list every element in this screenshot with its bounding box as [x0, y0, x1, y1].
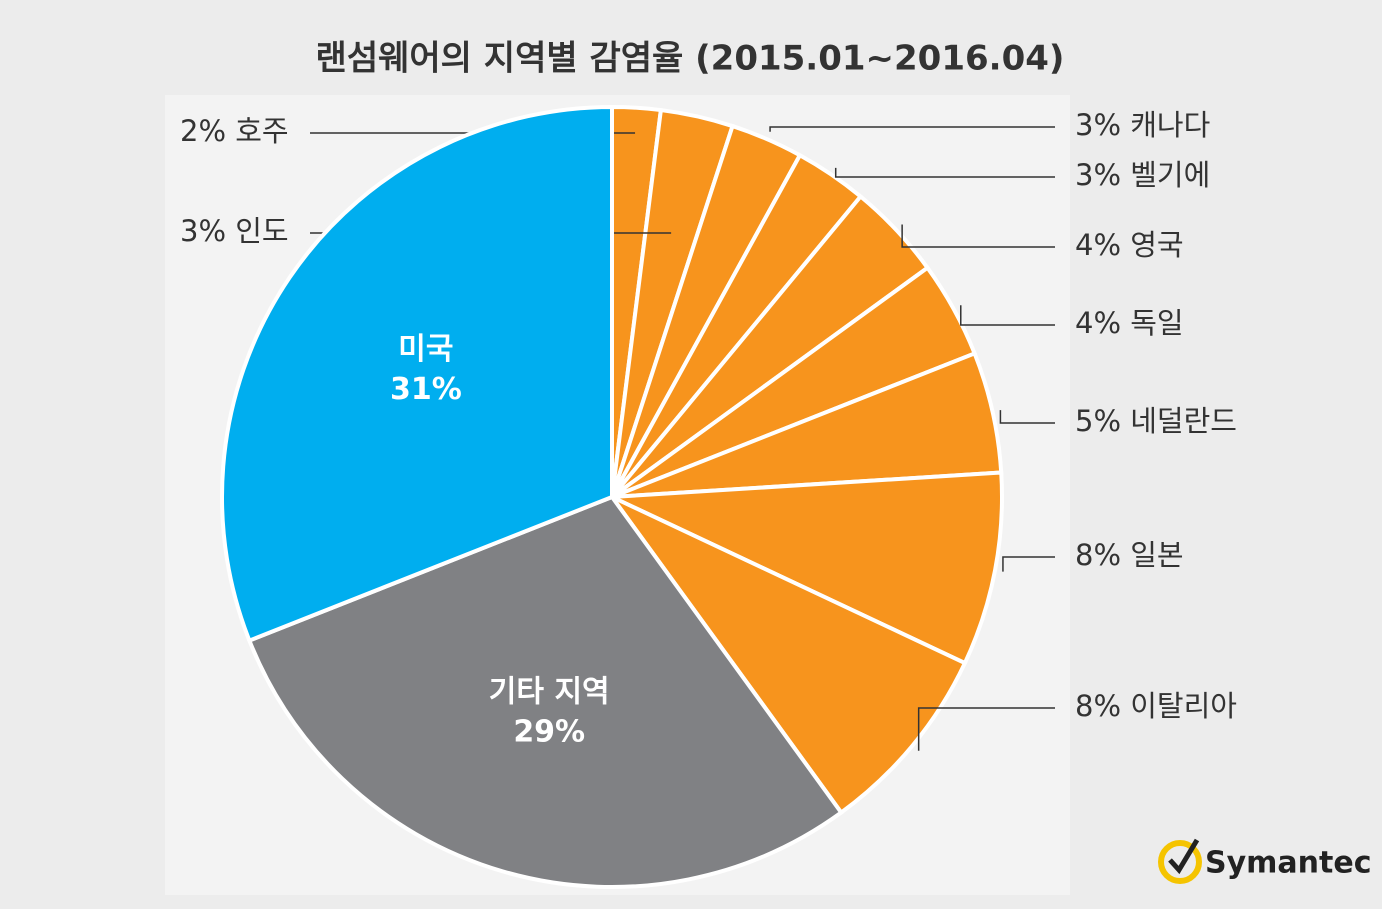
leader-line: [1002, 556, 1055, 572]
pie-slice: [610, 495, 968, 816]
slice-value: 2%: [180, 114, 226, 148]
slice-name: 인도: [235, 214, 288, 248]
logo-check: [1168, 838, 1200, 875]
slice-value: 3%: [180, 214, 226, 248]
leader-line: [901, 224, 1055, 248]
slice-label: 8% 이탈리아: [1075, 689, 1237, 723]
slice-name: 미국: [398, 332, 453, 367]
logo-ring: [1158, 840, 1202, 884]
leader-line: [960, 305, 1055, 326]
slice-value: 3%: [1075, 158, 1121, 192]
slice-label: 8% 일본: [1075, 538, 1184, 572]
slice-value: 8%: [1075, 689, 1121, 723]
slice-label: 3% 인도: [180, 214, 289, 248]
slice-name: 네덜란드: [1130, 404, 1237, 438]
slice-label: 4% 독일: [1075, 306, 1184, 340]
slice-label: 5% 네덜란드: [1075, 404, 1237, 438]
slice-name: 일본: [1130, 538, 1183, 572]
slice-name: 호주: [235, 114, 288, 148]
leader-line: [769, 126, 1055, 132]
logo: Symantec: [1158, 838, 1372, 884]
leader-line: [917, 707, 1055, 751]
leader-line: [834, 167, 1055, 178]
slice-name: 독일: [1130, 306, 1183, 340]
slice-value: 3%: [1075, 108, 1121, 142]
chart-title: 랜섬웨어의 지역별 감염율 (2015.01~2016.04): [316, 39, 1065, 79]
pie-slice: [246, 494, 845, 889]
leader-line: [999, 410, 1055, 424]
slice-value: 4%: [1075, 306, 1121, 340]
slice-name: 벨기에: [1130, 158, 1210, 192]
slice-name: 기타 지역: [489, 675, 610, 710]
slice-name: 영국: [1130, 228, 1183, 262]
slice-label: 2% 호주: [180, 114, 289, 148]
slice-label: 3% 캐나다: [1075, 108, 1210, 142]
slice-value: 31%: [390, 372, 462, 407]
slice-value: 4%: [1075, 228, 1121, 262]
slice-value: 29%: [513, 715, 585, 750]
slice-name: 캐나다: [1130, 108, 1210, 142]
slice-value: 8%: [1075, 538, 1121, 572]
pie-slice: [611, 470, 1004, 666]
logo-text: Symantec: [1205, 846, 1372, 881]
pie-slice: [220, 104, 614, 644]
slice-name: 이탈리아: [1130, 689, 1237, 723]
slice-value: 5%: [1075, 404, 1121, 438]
slice-label: 4% 영국: [1075, 228, 1184, 262]
slice-label: 3% 벨기에: [1075, 158, 1210, 192]
